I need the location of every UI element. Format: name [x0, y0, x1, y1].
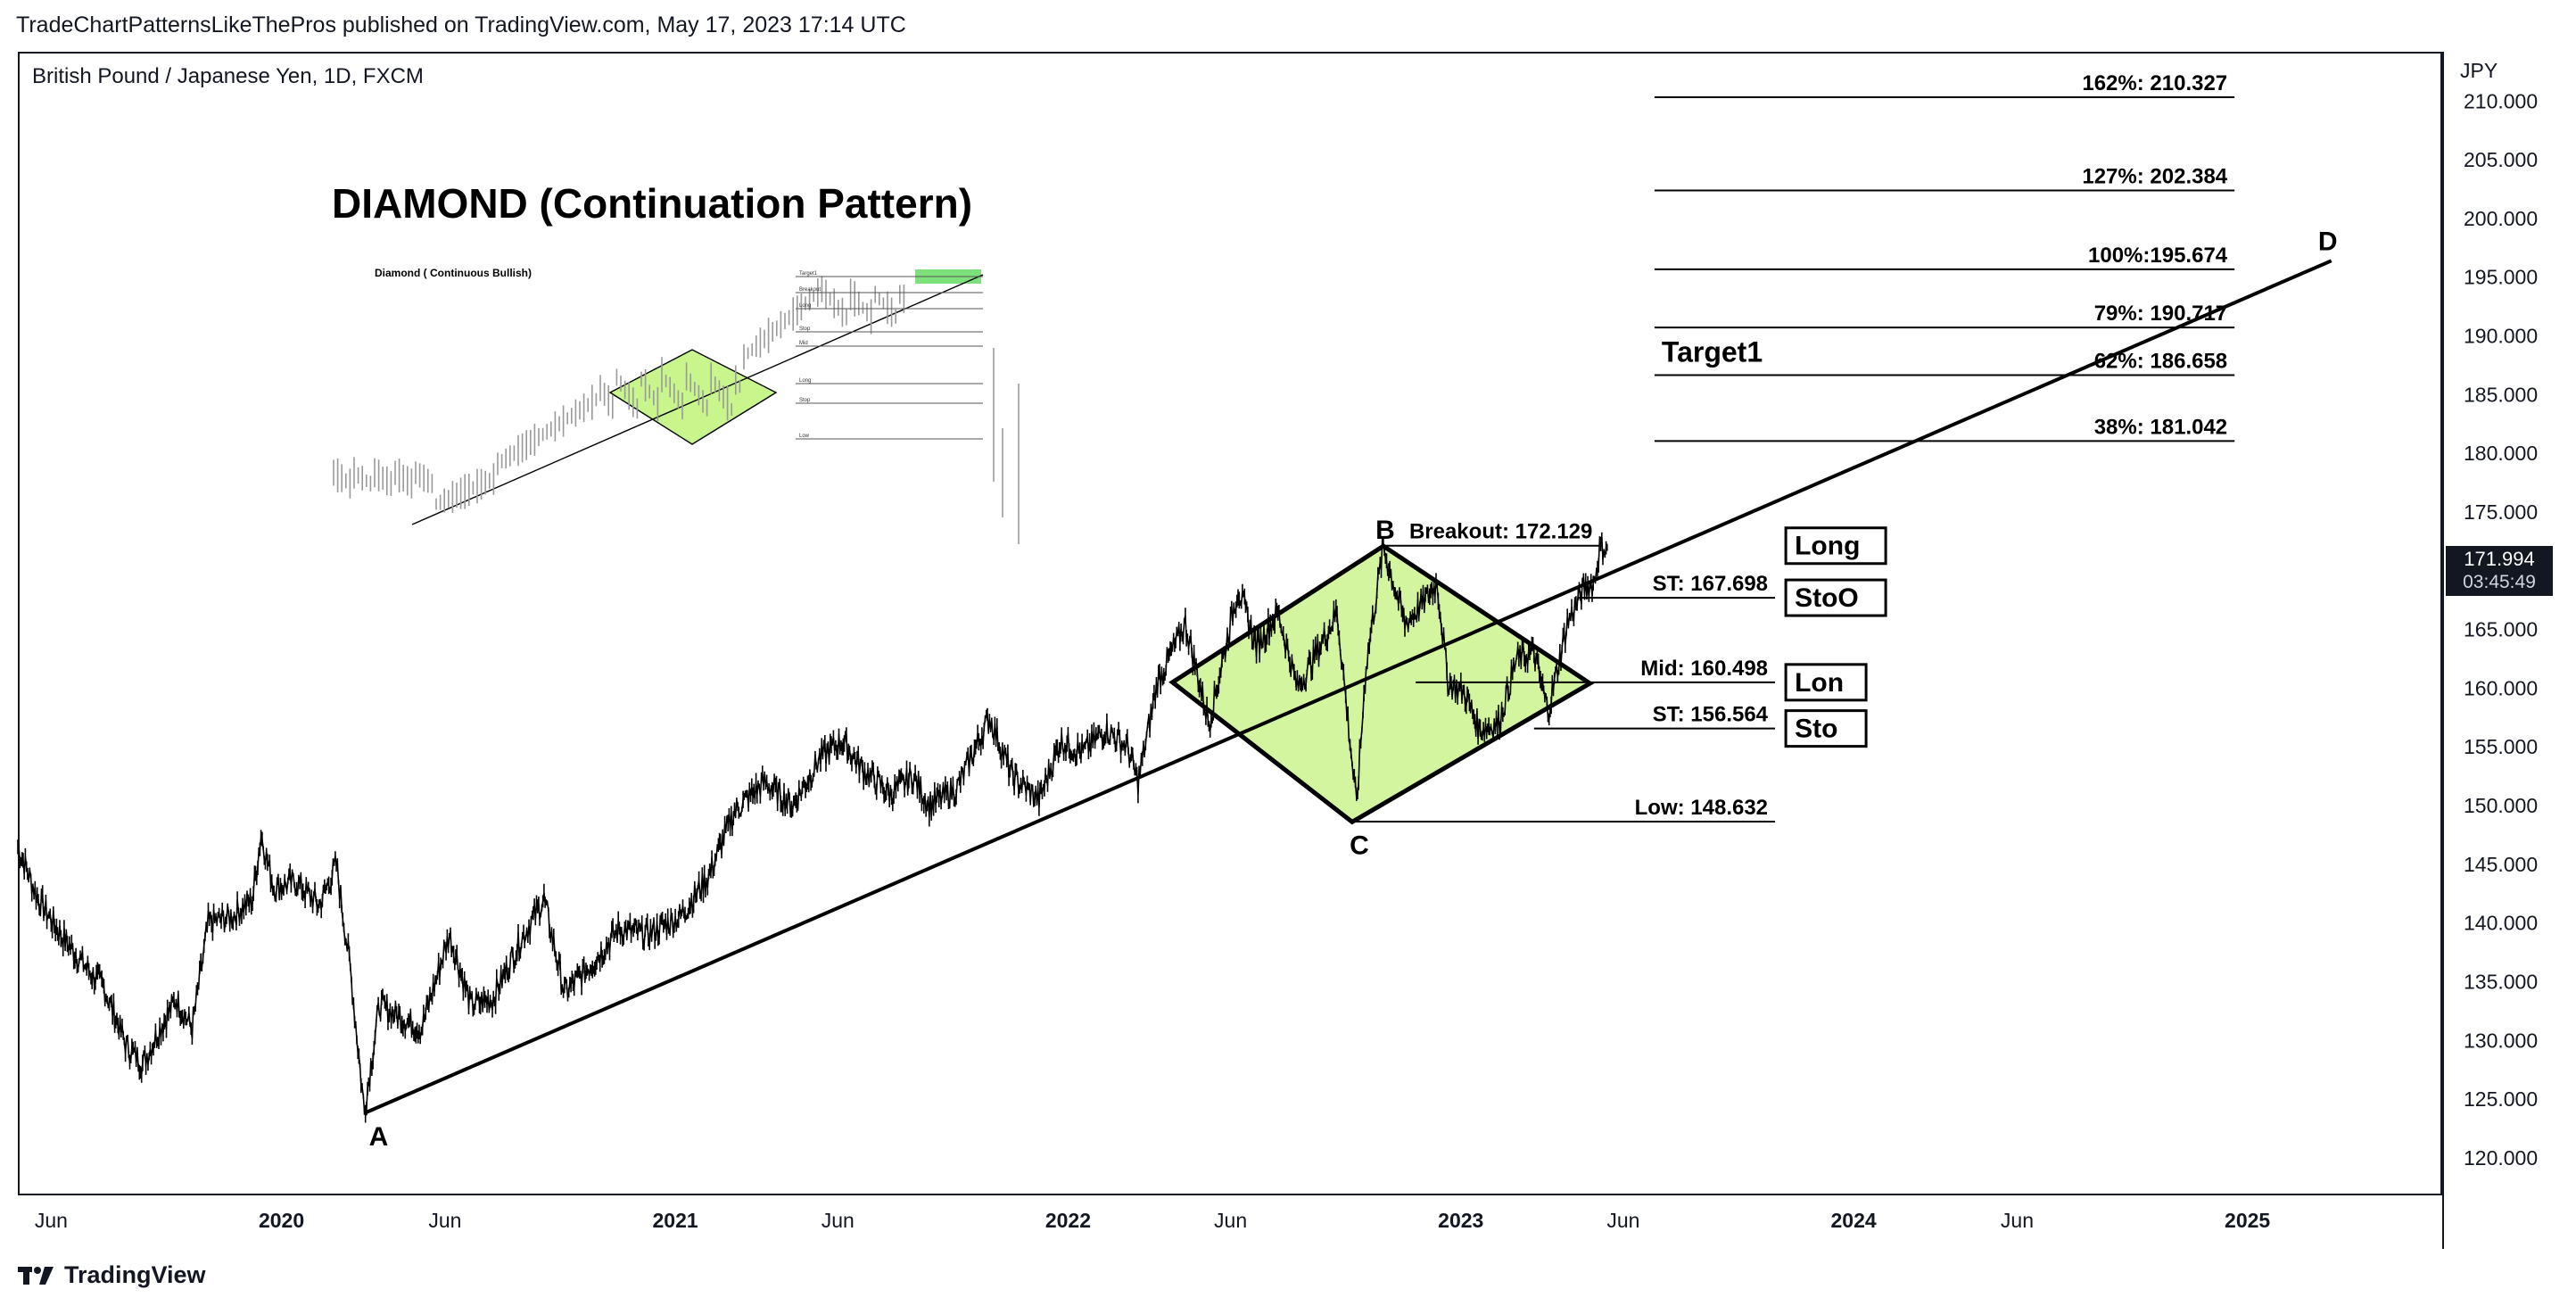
level-label: ST: 156.564: [1653, 703, 1769, 727]
x-axis[interactable]: Jun 2020 Jun 2021 Jun 2022 Jun 2023 Jun 2024 Jun 20…: [35, 1209, 2271, 1232]
y-tick-label: 210.000: [2464, 89, 2538, 112]
target-label: Target1: [1662, 335, 1763, 368]
chart-frame: [18, 52, 2442, 1195]
fib-label: 79%: 190.717: [2094, 302, 2227, 326]
fib-label: 100%:195.674: [2088, 244, 2228, 268]
order-box: [1784, 526, 1887, 566]
fib-label: 38%: 181.042: [2094, 415, 2227, 439]
order-box: [1784, 709, 1868, 748]
level-label: Mid: 160.498: [1640, 657, 1768, 681]
x-tick-label: 2025: [2225, 1209, 2270, 1232]
order-box: [1784, 663, 1868, 702]
price-badge-countdown: 03:45:49: [2463, 572, 2536, 592]
inset-level-label: Stop: [799, 326, 811, 332]
x-tick-label: 2020: [259, 1209, 304, 1232]
y-tick-label: 140.000: [2464, 912, 2538, 935]
vertex-label-b: B: [1375, 516, 1395, 545]
x-tick-label: Jun: [428, 1209, 461, 1232]
y-tick-label: 180.000: [2464, 442, 2538, 465]
x-tick-label: Jun: [1606, 1209, 1639, 1232]
inset-level-label: Breakout: [799, 287, 821, 293]
price-scale-border: [2442, 52, 2444, 1249]
footer-brand[interactable]: TradingView: [18, 1261, 206, 1289]
currency-label: JPY: [2460, 59, 2498, 82]
y-tick-label: 190.000: [2464, 325, 2538, 348]
y-tick-label: 125.000: [2464, 1087, 2538, 1111]
x-tick-label: 2022: [1045, 1209, 1091, 1232]
publish-line: TradeChartPatternsLikeThePros published …: [16, 12, 906, 37]
chart-title: DIAMOND (Continuation Pattern): [332, 180, 972, 227]
price-line: [17, 536, 1608, 1117]
level-lines: Breakout: 172.129 ST: 167.698 Mid: 160.498…: [1351, 520, 1776, 823]
inset-level-label: Mid: [799, 341, 808, 346]
diamond-outline: [1168, 543, 1595, 825]
fib-label: 162%: 210.327: [2082, 71, 2227, 95]
level-label: ST: 167.698: [1653, 572, 1768, 596]
order-box-label: StoO: [1795, 583, 1859, 613]
symbol-title: British Pound / Japanese Yen, 1D, FXCM: [32, 64, 424, 88]
inset-price-bars: [333, 276, 1020, 544]
fib-label: 127%: 202.384: [2082, 165, 2227, 189]
inset-diamond: [608, 349, 778, 445]
x-tick-label: 2021: [653, 1209, 698, 1232]
y-tick-label: 150.000: [2464, 794, 2538, 817]
x-tick-label: Jun: [35, 1209, 68, 1232]
order-box-label: Sto: [1795, 715, 1837, 744]
y-tick-label: 200.000: [2464, 207, 2538, 230]
y-tick-label: 155.000: [2464, 735, 2538, 758]
y-tick-label: 185.000: [2464, 383, 2538, 406]
fib-levels: 162%: 210.327 127%: 202.384 100%:195.674 79…: [1654, 71, 2235, 442]
vertex-label-c: C: [1350, 831, 1369, 860]
footer-brand-text: TradingView: [64, 1261, 206, 1288]
y-tick-label: 175.000: [2464, 500, 2538, 524]
y-axis[interactable]: 120.000 125.000 130.000 135.000 140.000 145.0…: [2464, 89, 2538, 1170]
vertex-label-a: A: [369, 1122, 389, 1152]
x-tick-label: 2023: [1438, 1209, 1483, 1232]
trendline: B C A D: [363, 227, 2338, 1152]
inset-level-label: Low: [799, 434, 810, 439]
x-tick-label: Jun: [2001, 1209, 2034, 1232]
y-tick-label: 135.000: [2464, 970, 2538, 993]
y-tick-label: 165.000: [2464, 618, 2538, 641]
y-tick-label: 160.000: [2464, 676, 2538, 699]
price-badge: 171.994 03:45:49: [2446, 546, 2553, 596]
level-label: Low: 148.632: [1635, 796, 1768, 820]
fib-label: 62%: 186.658: [2094, 350, 2227, 374]
x-tick-label: 2024: [1831, 1209, 1877, 1232]
price-series: [17, 532, 1608, 1123]
diamond-fill: [1172, 546, 1590, 822]
price-badge-price: 171.994: [2464, 548, 2535, 570]
y-tick-label: 205.000: [2464, 148, 2538, 171]
level-label: Breakout: 172.129: [1409, 520, 1592, 544]
inset-chart: Diamond ( Continuous Bullish) Target1 Brea…: [332, 250, 1029, 544]
order-box-label: Long: [1795, 532, 1860, 561]
chart-title-group: DIAMOND (Continuation Pattern): [332, 180, 972, 227]
x-tick-label: Jun: [1214, 1209, 1247, 1232]
diamond-pattern: [1172, 546, 1590, 822]
order-boxes: Long StoO Lon Sto: [1784, 526, 1887, 748]
y-tick-label: 195.000: [2464, 266, 2538, 289]
inset-level-label: Target1: [799, 271, 818, 277]
x-tick-label: Jun: [822, 1209, 855, 1232]
inset-title: Diamond ( Continuous Bullish): [375, 267, 532, 279]
y-tick-label: 145.000: [2464, 853, 2538, 876]
y-tick-label: 120.000: [2464, 1146, 2538, 1170]
y-tick-label: 130.000: [2464, 1029, 2538, 1052]
inset-level-label: Long: [799, 378, 811, 384]
order-box-label: Lon: [1795, 668, 1844, 698]
order-box: [1784, 578, 1887, 617]
vertex-label-d: D: [2318, 227, 2338, 256]
inset-level-label: Stop: [799, 398, 811, 403]
inset-level-label: Long: [799, 303, 811, 309]
tradingview-logo-icon: [18, 1266, 54, 1285]
trendline-ad: [363, 259, 2332, 1115]
